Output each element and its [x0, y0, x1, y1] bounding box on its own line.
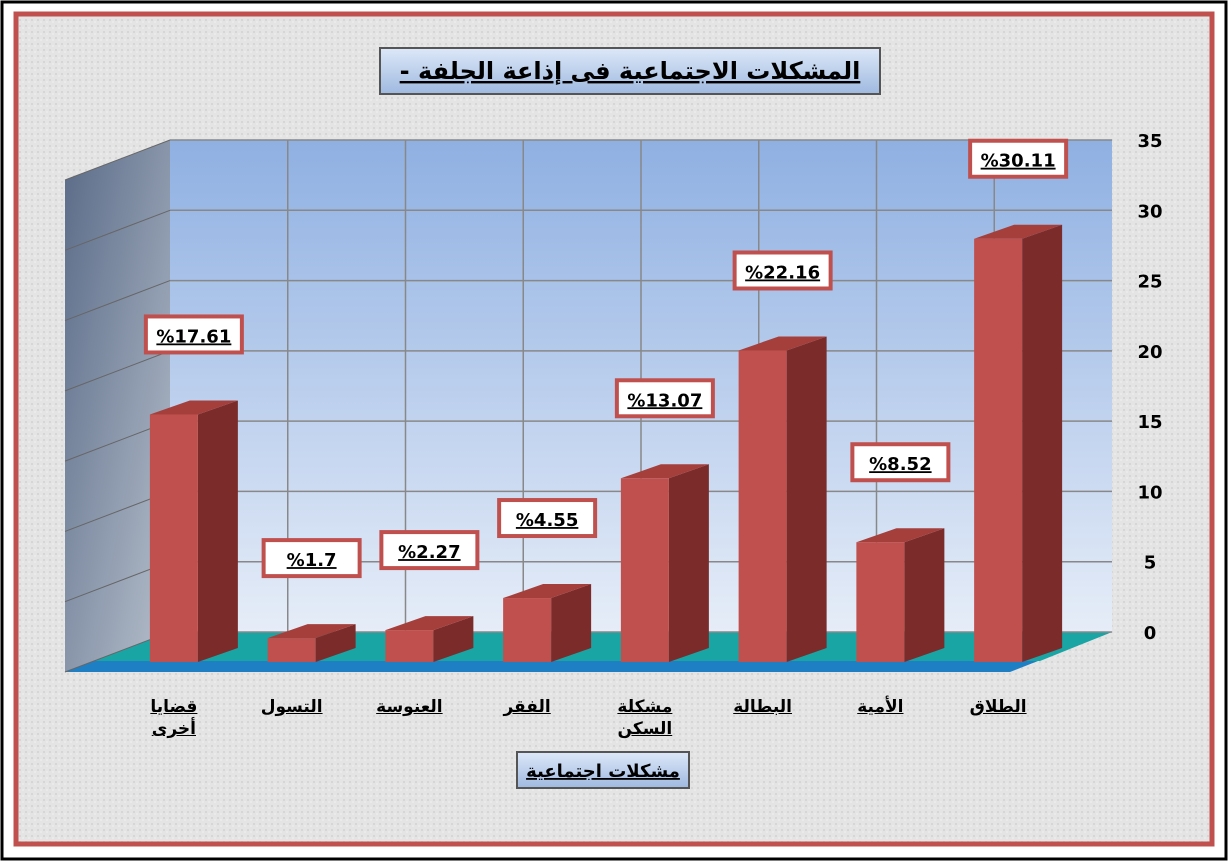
- value-label-box: [732, 250, 833, 291]
- value-label-box: [379, 530, 480, 571]
- value-label-box: [850, 442, 951, 483]
- bar-top: [620, 464, 709, 479]
- bar-side: [904, 528, 945, 662]
- x-tick-label: البطالة: [733, 697, 793, 717]
- y-tick-label: 10: [1137, 482, 1162, 503]
- y-tick-label: 0: [1144, 623, 1157, 644]
- x-tick-label: الأمية: [857, 697, 904, 717]
- bar-top: [149, 400, 238, 415]
- x-tick-label: التسول: [260, 697, 323, 717]
- value-label-box: [968, 138, 1069, 179]
- side-grid-line: [64, 350, 171, 392]
- y-tick-label: 20: [1137, 342, 1162, 363]
- value-label: %8.52: [869, 454, 931, 475]
- x-tick-label: قضايا أخرى: [150, 697, 198, 739]
- y-tick-label: 35: [1137, 131, 1162, 152]
- bar: [385, 630, 434, 662]
- bar: [856, 542, 905, 662]
- value-label: %22.16: [745, 262, 820, 283]
- value-label: %2.27: [398, 542, 460, 563]
- x-tick-label: الطلاق: [969, 697, 1027, 717]
- x-tick-label: مشكلة السكن: [617, 697, 673, 739]
- side-grid-line: [64, 209, 171, 251]
- x-tick-label: العنوسة: [376, 697, 443, 717]
- floor-top: [95, 632, 1112, 661]
- y-tick-label: 15: [1137, 412, 1162, 433]
- bar-top: [385, 616, 474, 631]
- bar-side: [786, 336, 827, 662]
- bar-side: [668, 464, 709, 662]
- title-box: [379, 47, 881, 95]
- bar-top: [974, 224, 1063, 239]
- bar-side: [551, 584, 592, 662]
- bar-side: [433, 616, 474, 662]
- bar-top: [738, 336, 827, 351]
- value-label: %17.61: [156, 326, 231, 347]
- bar-side: [315, 624, 356, 662]
- side-grid-line: [64, 139, 171, 181]
- bar: [620, 478, 669, 662]
- value-label-box: [143, 314, 244, 355]
- bar: [149, 414, 198, 662]
- value-label: %13.07: [627, 390, 702, 411]
- value-label-box: [614, 378, 715, 419]
- x-axis-title: مشكلات اجتماعية: [526, 761, 680, 782]
- y-tick-label: 30: [1137, 201, 1162, 222]
- x-title-box: [516, 751, 690, 789]
- bar: [738, 350, 787, 662]
- y-tick-label: 25: [1137, 272, 1162, 293]
- value-label-box: [261, 538, 362, 579]
- y-tick-label: 5: [1144, 553, 1157, 574]
- value-label-box: [497, 498, 598, 539]
- bar: [974, 238, 1023, 662]
- bar-top: [503, 584, 592, 599]
- side-grid-line: [64, 280, 171, 322]
- bar-side: [197, 400, 238, 662]
- side-wall: [65, 140, 170, 672]
- bar: [503, 598, 552, 662]
- value-label: %1.7: [287, 550, 337, 571]
- chart-title: المشكلات الاجتماعية فى إذاعة الجلفة -: [400, 57, 861, 85]
- x-tick-label: الفقر: [503, 697, 551, 717]
- value-label: %30.11: [981, 151, 1056, 172]
- bar: [267, 638, 316, 662]
- value-label: %4.55: [516, 510, 578, 531]
- bar-top: [267, 624, 356, 639]
- bar-top: [856, 528, 945, 543]
- bar-side: [1022, 224, 1063, 662]
